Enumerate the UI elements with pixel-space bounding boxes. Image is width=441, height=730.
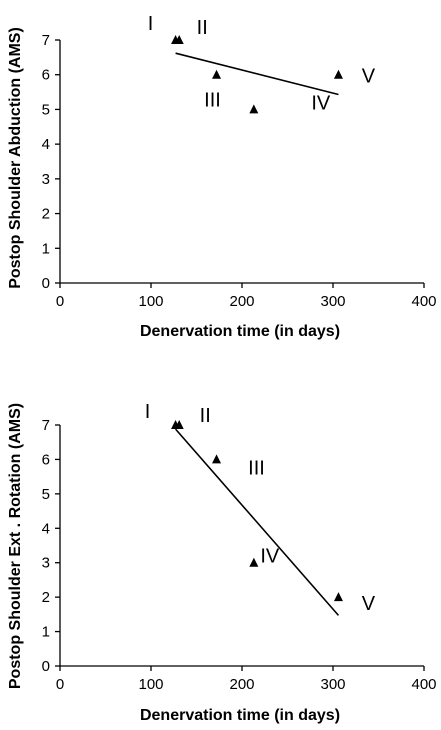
x-tick-label: 200 bbox=[229, 293, 254, 310]
point-label-i: I bbox=[145, 401, 151, 423]
x-axis-title: Denervation time (in days) bbox=[140, 323, 340, 340]
x-tick-label: 300 bbox=[320, 293, 345, 310]
y-tick-label: 5 bbox=[42, 486, 50, 503]
data-point-iii bbox=[212, 69, 222, 79]
point-label-ii: II bbox=[197, 17, 208, 39]
data-point-ii bbox=[174, 420, 184, 429]
y-tick-label: 1 bbox=[42, 240, 50, 257]
data-point-iv bbox=[249, 104, 259, 114]
y-tick-label: 2 bbox=[42, 206, 50, 223]
x-tick-label: 400 bbox=[411, 676, 436, 693]
point-label-iv: IV bbox=[311, 92, 331, 114]
data-point-iii bbox=[212, 454, 222, 464]
y-tick-label: 7 bbox=[42, 32, 50, 49]
y-tick-label: 3 bbox=[42, 171, 50, 188]
x-tick-label: 300 bbox=[320, 676, 345, 693]
y-tick-label: 6 bbox=[42, 67, 50, 84]
data-point-ii bbox=[174, 35, 184, 44]
x-tick-label: 400 bbox=[411, 293, 436, 310]
trend-line bbox=[175, 52, 339, 96]
y-tick-label: 1 bbox=[42, 624, 50, 641]
y-tick-label: 6 bbox=[42, 451, 50, 468]
data-point-v bbox=[333, 592, 343, 602]
point-label-iii: III bbox=[204, 90, 221, 112]
point-label-v: V bbox=[362, 66, 376, 88]
point-label-iii: III bbox=[248, 457, 265, 479]
y-tick-label: 4 bbox=[42, 136, 50, 153]
y-axis-title: Postop Shoulder Ext . Rotation (AMS) bbox=[7, 403, 24, 689]
point-label-iv: IV bbox=[260, 546, 280, 568]
point-label-ii: II bbox=[200, 405, 211, 427]
x-tick-label: 200 bbox=[229, 676, 254, 693]
data-point-v bbox=[333, 69, 343, 79]
y-tick-label: 3 bbox=[42, 555, 50, 572]
y-tick-label: 0 bbox=[42, 275, 50, 292]
y-tick-label: 5 bbox=[42, 101, 50, 118]
point-label-i: I bbox=[148, 13, 154, 35]
x-tick-label: 100 bbox=[138, 293, 163, 310]
y-tick-label: 2 bbox=[42, 589, 50, 606]
y-tick-label: 4 bbox=[42, 520, 50, 537]
data-point-iv bbox=[249, 557, 259, 567]
y-axis-title: Postop Shoulder Abduction (AMS) bbox=[7, 27, 24, 289]
x-tick-label: 0 bbox=[56, 293, 64, 310]
trend-line bbox=[174, 428, 340, 616]
x-axis-title: Denervation time (in days) bbox=[140, 707, 340, 724]
y-tick-label: 0 bbox=[42, 658, 50, 675]
y-tick-label: 7 bbox=[42, 417, 50, 434]
point-label-v: V bbox=[362, 593, 376, 615]
x-tick-label: 100 bbox=[138, 676, 163, 693]
x-tick-label: 0 bbox=[56, 676, 64, 693]
